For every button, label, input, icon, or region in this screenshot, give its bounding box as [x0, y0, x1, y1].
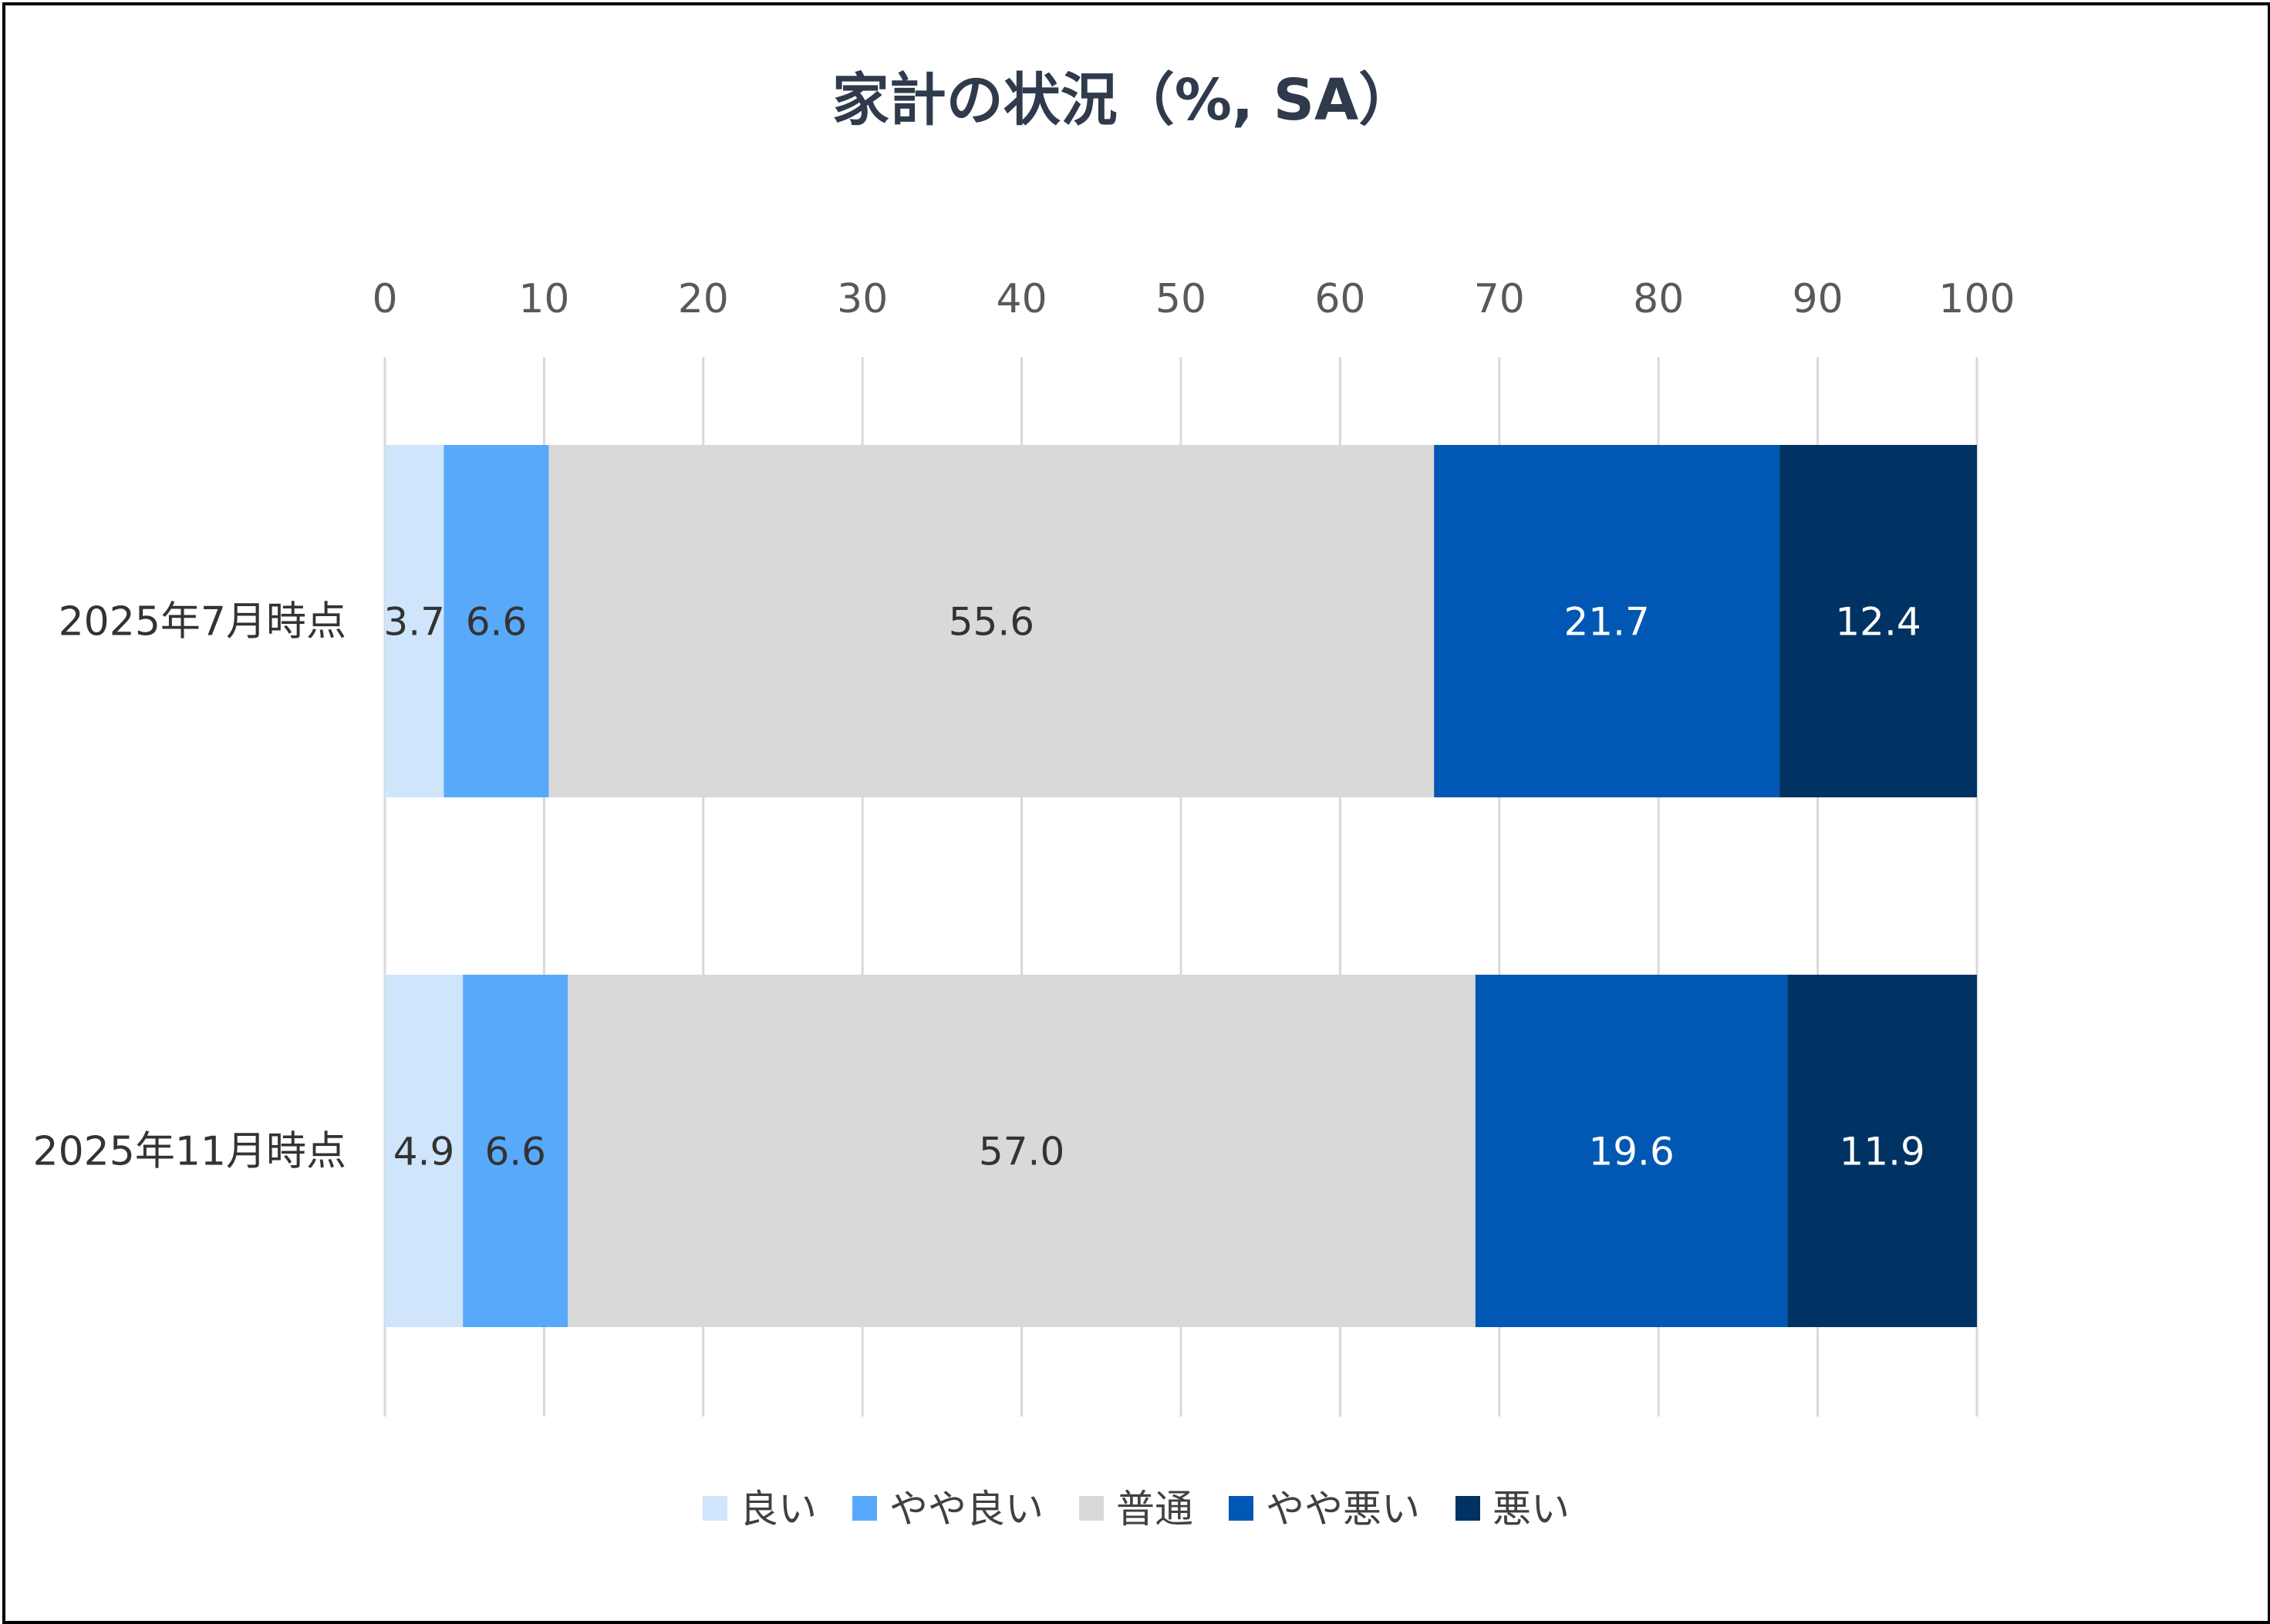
data-label: 3.7 — [383, 600, 445, 645]
x-tick-label: 0 — [372, 276, 397, 322]
x-tick-label: 40 — [997, 276, 1047, 322]
bar-segment — [1787, 975, 1977, 1327]
legend-item: 良い — [703, 1487, 817, 1531]
x-tick-label: 60 — [1314, 276, 1365, 322]
bar-segment — [385, 445, 444, 797]
category-labels: 2025年7月時点 2025年11月時点 — [32, 599, 346, 1175]
legend-swatch — [1455, 1496, 1480, 1521]
legend-swatch — [703, 1496, 727, 1521]
bar-segment — [1779, 445, 1977, 797]
data-label: 55.6 — [949, 600, 1034, 645]
legend-item: やや良い — [852, 1487, 1044, 1531]
legend-item: やや悪い — [1229, 1487, 1420, 1531]
data-label: 21.7 — [1563, 600, 1649, 645]
x-tick-label: 80 — [1633, 276, 1684, 322]
category-label: 2025年11月時点 — [32, 1129, 346, 1175]
bar-segment — [463, 975, 568, 1327]
x-axis-tick-labels: 0 10 20 30 40 50 60 70 80 90 100 — [372, 276, 2015, 322]
x-tick-label: 100 — [1938, 276, 2015, 322]
bar-segment — [568, 975, 1476, 1327]
bar-segment — [1475, 975, 1788, 1327]
stacked-bar-chart: 家計の状況（%, SA） 0 10 20 30 40 50 60 70 80 90 100 3.7 6… — [32, 67, 2015, 1531]
legend: 良い やや良い 普通 やや悪い 悪い — [703, 1487, 1570, 1531]
data-label: 19.6 — [1588, 1130, 1674, 1174]
bar-segment — [1434, 445, 1780, 797]
bar-segment — [548, 445, 1435, 797]
chart-title: 家計の状況（%, SA） — [832, 67, 1416, 133]
legend-label: 悪い — [1493, 1487, 1570, 1531]
data-label: 12.4 — [1835, 600, 1921, 645]
category-label: 2025年7月時点 — [59, 599, 346, 645]
data-label: 57.0 — [979, 1130, 1064, 1174]
bar-segment — [444, 445, 549, 797]
bar-segment — [385, 975, 464, 1327]
legend-swatch — [1079, 1496, 1104, 1521]
legend-label: 良い — [740, 1487, 817, 1531]
x-tick-label: 20 — [678, 276, 729, 322]
x-tick-label: 10 — [518, 276, 569, 322]
legend-swatch — [1229, 1496, 1253, 1521]
legend-item: 悪い — [1455, 1487, 1570, 1531]
bars: 3.7 6.6 55.6 21.7 12.4 4.9 6.6 57.0 19.6 11.9 — [383, 445, 1977, 1327]
data-label: 11.9 — [1840, 1130, 1925, 1174]
data-label: 6.6 — [466, 600, 528, 645]
x-tick-label: 30 — [837, 276, 888, 322]
legend-swatch — [852, 1496, 877, 1521]
legend-item: 普通 — [1079, 1487, 1193, 1531]
legend-label: やや悪い — [1266, 1487, 1420, 1531]
data-label: 6.6 — [484, 1130, 546, 1174]
legend-label: やや良い — [889, 1487, 1044, 1531]
data-label: 4.9 — [393, 1130, 455, 1174]
x-tick-label: 90 — [1793, 276, 1843, 322]
x-tick-label: 50 — [1155, 276, 1206, 322]
x-tick-label: 70 — [1474, 276, 1525, 322]
legend-label: 普通 — [1116, 1487, 1193, 1531]
